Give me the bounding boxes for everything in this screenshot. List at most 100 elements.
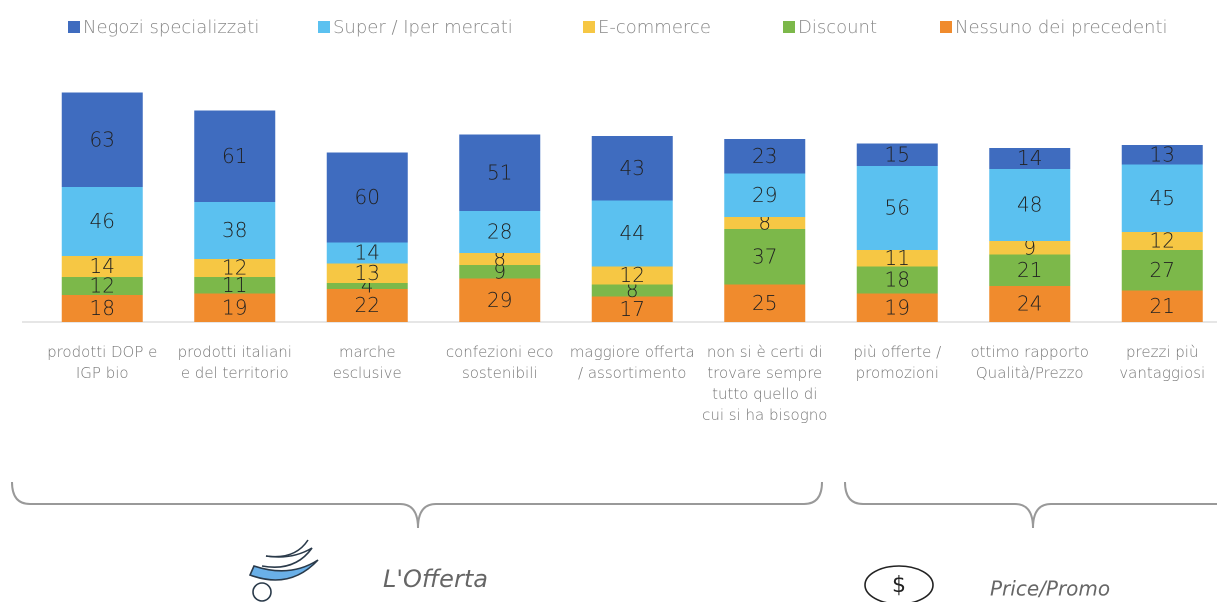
bar-segment — [989, 169, 1071, 241]
bar-segment — [194, 259, 276, 277]
data-label: 43 — [620, 156, 645, 180]
legend-label: Nessuno dei precedenti — [955, 17, 1168, 38]
x-tick-label: ottimo rapporto Qualità/Prezzo — [970, 343, 1089, 382]
data-label: 28 — [487, 220, 512, 244]
bar-segment — [856, 166, 938, 250]
bar-segment — [61, 277, 143, 295]
bar-segment — [459, 265, 541, 279]
bar-segment — [61, 187, 143, 256]
data-label: 29 — [487, 288, 512, 312]
price-icon: $ — [864, 565, 934, 602]
data-label: 13 — [1150, 142, 1175, 166]
bar-segment — [591, 296, 673, 322]
data-label: 44 — [620, 221, 645, 245]
x-tick-label: non si è certi di trovare sempre tutto q… — [702, 343, 828, 424]
bar-segment — [194, 110, 276, 202]
legend-label: Negozi specializzati — [83, 17, 259, 38]
bar-segment — [591, 266, 673, 285]
bar-segment — [61, 295, 143, 322]
bar-segment — [459, 211, 541, 253]
x-tick-label: confezioni eco sostenibili — [445, 343, 554, 382]
data-label: 22 — [355, 293, 380, 317]
bar-segment — [724, 139, 806, 174]
annotation: Price/Promo — [990, 577, 1110, 601]
legend-label: E-commerce — [598, 17, 711, 38]
fruit-icon — [248, 539, 319, 602]
data-label: 60 — [355, 185, 380, 209]
data-label: 24 — [1017, 292, 1042, 316]
bar-segment — [1121, 250, 1203, 291]
data-label: 13 — [355, 261, 380, 285]
data-label: 14 — [1017, 146, 1042, 170]
data-label: 25 — [752, 291, 777, 315]
x-tick-label: maggiore offerta / assortimento — [569, 343, 695, 382]
bar-segment — [194, 293, 276, 322]
bar-segment — [194, 277, 276, 294]
bar-segment — [326, 289, 408, 322]
bar-segment — [856, 293, 938, 322]
x-tick-label: prezzi più vantaggiosi — [1119, 343, 1206, 382]
data-label: 46 — [90, 209, 115, 233]
data-label: 61 — [222, 144, 247, 168]
data-label: 14 — [90, 254, 115, 278]
group-bracket — [11, 481, 823, 529]
legend-swatch — [68, 21, 80, 33]
x-tick-label: prodotti DOP e IGP bio — [47, 343, 158, 382]
bar-segment — [989, 241, 1071, 255]
bar-segment — [1121, 232, 1203, 250]
bar-segment — [326, 152, 408, 243]
data-label: 9 — [1023, 235, 1036, 259]
data-label: 9 — [493, 259, 506, 283]
data-label: 19 — [885, 295, 910, 319]
bar-segment — [989, 148, 1071, 169]
bar-segment — [459, 278, 541, 322]
legend-swatch — [940, 21, 952, 33]
legend-label: Super / Iper mercati — [333, 17, 513, 38]
data-label: 27 — [1150, 258, 1175, 282]
data-label: 14 — [355, 241, 380, 265]
x-tick-label: prodotti italiani e del territorio — [177, 343, 292, 382]
bar-segment — [724, 173, 806, 217]
bar-segment — [1121, 164, 1203, 232]
data-label: 15 — [885, 142, 910, 166]
bar-segment — [856, 143, 938, 166]
bar-segment — [591, 200, 673, 267]
bar-segment — [724, 229, 806, 285]
x-tick-label: marche esclusive — [332, 343, 402, 382]
data-label: 17 — [620, 297, 645, 321]
data-label: 45 — [1150, 186, 1175, 210]
bar-segment — [459, 134, 541, 211]
bar-segment — [856, 266, 938, 294]
data-label: 56 — [885, 196, 910, 220]
data-label: 51 — [487, 160, 512, 184]
data-label: 12 — [620, 263, 645, 287]
annotation: L'Offerta — [383, 565, 488, 593]
bar-segment — [591, 284, 673, 297]
group-bracket — [844, 481, 1217, 529]
legend-swatch — [583, 21, 595, 33]
bar-segment — [1121, 290, 1203, 322]
bar-segment — [326, 263, 408, 283]
data-label: 19 — [222, 295, 247, 319]
bar-segment — [61, 92, 143, 187]
bar-segment — [61, 256, 143, 277]
bar-segment — [1121, 145, 1203, 165]
data-label: 12 — [1150, 229, 1175, 253]
legend-swatch — [783, 21, 795, 33]
data-label: 37 — [752, 244, 777, 268]
data-label: 12 — [222, 256, 247, 280]
bar-segment — [194, 202, 276, 259]
bar-segment — [326, 242, 408, 264]
data-label: 18 — [885, 268, 910, 292]
data-label: 38 — [222, 218, 247, 242]
bar-segment — [591, 136, 673, 201]
data-label: 18 — [90, 296, 115, 320]
bar-segment — [856, 250, 938, 267]
data-label: 63 — [90, 127, 115, 151]
legend-label: Discount — [798, 17, 877, 38]
data-label: 12 — [90, 274, 115, 298]
data-label: 48 — [1017, 193, 1042, 217]
svg-text:$: $ — [892, 573, 906, 598]
